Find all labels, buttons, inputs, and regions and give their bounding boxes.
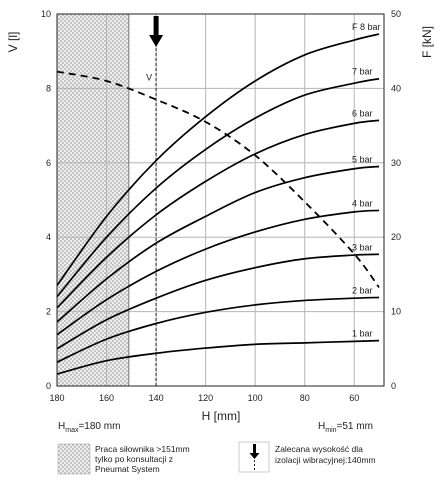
h-min-label: Hmin=51 mm — [318, 421, 373, 434]
series-v-line — [56, 70, 380, 288]
legend-arrow-line-2: izolacji wibracyjnej:140mm — [275, 455, 376, 465]
arrow-shaft-icon — [153, 16, 159, 36]
legend-arrowhead-icon — [249, 453, 260, 459]
y-left-tick-label: 0 — [46, 381, 51, 391]
y-right-tick-label: 10 — [391, 307, 401, 317]
series-label: 2 bar — [352, 285, 373, 295]
series-label: 6 bar — [352, 108, 373, 118]
x-tick-label: 60 — [349, 393, 359, 403]
x-tick-label: 100 — [248, 393, 263, 403]
series-label: 5 bar — [352, 155, 373, 165]
series-line — [56, 296, 380, 363]
series-line — [56, 119, 380, 309]
x-tick-label: 140 — [149, 393, 164, 403]
series-label: 7 bar — [352, 67, 373, 77]
series-label: F 8 bar — [352, 22, 381, 32]
hatched-zone — [57, 14, 129, 386]
v-curve-label: V — [146, 73, 152, 83]
x-tick-label: 80 — [300, 393, 310, 403]
x-tick-label: 120 — [198, 393, 213, 403]
series-label: 4 bar — [352, 198, 373, 208]
y-right-tick-label: 30 — [391, 158, 401, 168]
h-max-label: Hmax=180 mm — [58, 421, 120, 434]
series-label: 3 bar — [352, 242, 373, 252]
arrow-head-icon — [149, 35, 164, 47]
y-right-tick-label: 20 — [391, 232, 401, 242]
y-left-tick-label: 10 — [41, 9, 51, 19]
y-right-tick-label: 40 — [391, 83, 401, 93]
series-line — [56, 77, 380, 298]
legend-hatch-swatch — [57, 443, 91, 475]
series-line — [56, 339, 380, 375]
y-right-axis-label: F [kN] — [420, 26, 434, 58]
legend-arrow: Zalecana wysokość dla izolacji wibracyjn… — [238, 441, 376, 473]
legend-hatch-line-2: tylko po konsultacji z — [95, 454, 173, 464]
legend-hatch-line-1: Praca siłownika >151mm — [95, 444, 190, 454]
plot-frame — [56, 13, 385, 387]
series-group — [56, 33, 380, 375]
recommended-height-arrow — [149, 16, 164, 47]
legend-arrow-icon — [253, 444, 256, 454]
series-line — [56, 209, 380, 336]
series-line — [56, 165, 380, 323]
y-left-tick-label: 4 — [46, 232, 51, 242]
y-left-tick-label: 6 — [46, 158, 51, 168]
legend-arrow-line-1: Zalecana wysokość dla — [275, 444, 363, 454]
y-right-tick-label: 0 — [391, 381, 396, 391]
x-tick-label: 160 — [99, 393, 114, 403]
y-left-tick-label: 2 — [46, 307, 51, 317]
series-line — [56, 253, 380, 350]
series-line — [56, 33, 380, 287]
x-axis-label: H [mm] — [202, 409, 241, 423]
series-labels: 1 bar 2 bar 3 bar 4 bar 5 bar 6 bar 7 bar F 8 b… — [146, 22, 380, 339]
x-tick-label: 180 — [49, 393, 64, 403]
y-right-tick-label: 50 — [391, 9, 401, 19]
y-left-tick-label: 8 — [46, 83, 51, 93]
legend-hatched: Praca siłownika >151mm tylko po konsulta… — [57, 443, 190, 475]
series-label: 1 bar — [352, 329, 373, 339]
legend-hatch-line-3: Pneumat System — [95, 464, 160, 474]
grid — [56, 13, 384, 387]
y-left-axis-label: V [l] — [6, 32, 20, 53]
